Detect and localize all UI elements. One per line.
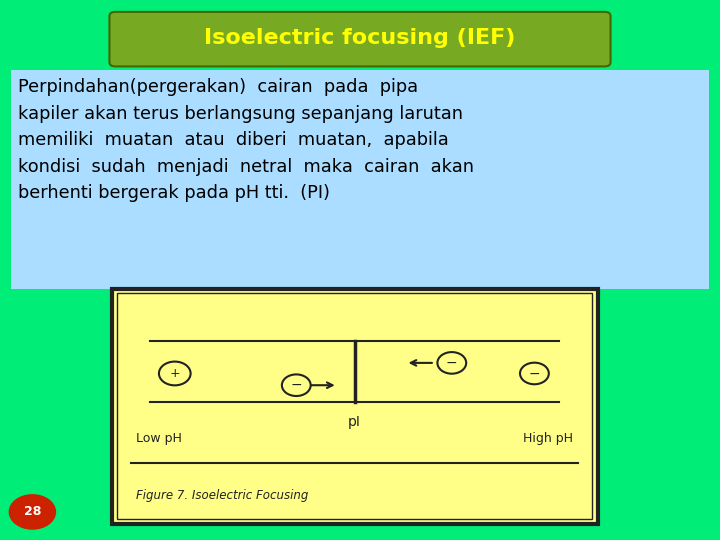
Text: Low pH: Low pH — [136, 431, 181, 444]
FancyBboxPatch shape — [112, 289, 598, 524]
Text: +: + — [169, 367, 180, 380]
Text: −: − — [446, 356, 458, 370]
Text: 28: 28 — [24, 505, 41, 518]
Text: Perpindahan(pergerakan)  cairan  pada  pipa
kapiler akan terus berlangsung sepan: Perpindahan(pergerakan) cairan pada pipa… — [18, 78, 474, 202]
FancyBboxPatch shape — [11, 70, 709, 289]
Text: −: − — [290, 378, 302, 392]
Text: Figure 7. Isoelectric Focusing: Figure 7. Isoelectric Focusing — [136, 489, 308, 502]
Text: pI: pI — [348, 415, 361, 429]
Text: −: − — [528, 367, 540, 381]
Text: High pH: High pH — [523, 431, 573, 444]
FancyBboxPatch shape — [109, 12, 611, 66]
Text: Isoelectric focusing (IEF): Isoelectric focusing (IEF) — [204, 28, 516, 48]
Circle shape — [9, 494, 56, 530]
